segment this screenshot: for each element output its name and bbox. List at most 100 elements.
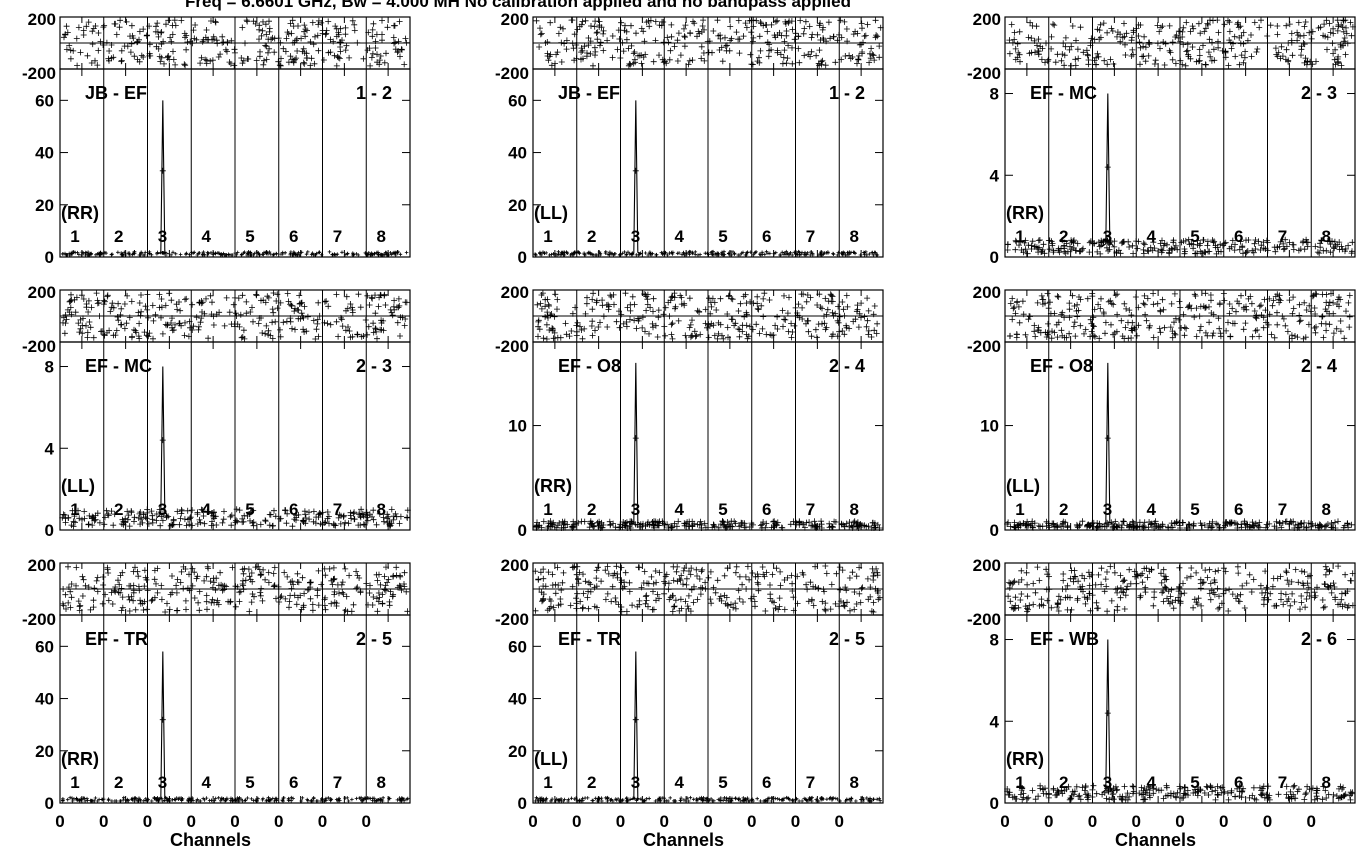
phase-tick-label: 200 xyxy=(28,556,56,575)
amp-point xyxy=(178,507,185,514)
phase-point xyxy=(1159,23,1166,30)
phase-point xyxy=(1196,57,1203,64)
phase-point xyxy=(1154,300,1161,307)
phase-point xyxy=(93,577,100,584)
phase-point xyxy=(1278,43,1285,50)
phase-point xyxy=(1045,56,1052,63)
phase-point xyxy=(150,317,157,324)
phase-point xyxy=(1340,28,1347,35)
amp-point xyxy=(1194,250,1201,257)
phase-point xyxy=(729,296,736,303)
phase-point xyxy=(551,313,558,320)
phase-point xyxy=(558,587,565,594)
phase-point xyxy=(1209,332,1216,339)
phase-point xyxy=(1193,305,1200,312)
phase-point xyxy=(91,585,98,592)
phase-point xyxy=(121,301,128,307)
amp-point xyxy=(1140,246,1147,253)
amp-point xyxy=(356,253,361,257)
phase-point xyxy=(113,31,120,38)
phase-point xyxy=(1026,50,1033,57)
phase-point xyxy=(702,579,709,586)
phase-point xyxy=(615,27,622,34)
phase-point xyxy=(675,317,682,324)
phase-point xyxy=(1151,61,1158,67)
phase-point xyxy=(622,290,629,297)
amp-point xyxy=(1262,246,1269,252)
phase-point xyxy=(864,317,871,324)
phase-point xyxy=(1091,57,1098,64)
amp-tick-label: 20 xyxy=(508,742,527,761)
phase-point xyxy=(642,593,649,600)
phase-point xyxy=(76,329,83,336)
phase-point xyxy=(867,55,874,62)
amp-point xyxy=(183,522,190,529)
phase-point xyxy=(733,563,740,570)
baseline-label: EF - O8 xyxy=(1030,356,1093,376)
if-label: 4 xyxy=(202,773,212,792)
phase-point xyxy=(584,50,590,56)
phase-point xyxy=(339,323,346,330)
phase-point xyxy=(1047,299,1053,306)
phase-point xyxy=(1341,35,1348,41)
phase-point xyxy=(652,568,659,574)
phase-point xyxy=(1330,30,1337,37)
phase-point xyxy=(127,582,134,589)
phase-point xyxy=(578,56,584,63)
phase-point xyxy=(750,23,757,30)
phase-point xyxy=(74,62,81,69)
phase-point xyxy=(87,606,94,613)
phase-point xyxy=(586,579,592,586)
phase-point xyxy=(324,320,331,327)
amp-point xyxy=(588,250,592,255)
phase-point xyxy=(327,321,334,328)
phase-point xyxy=(118,305,125,312)
amp-point xyxy=(104,511,111,517)
amp-point xyxy=(572,251,576,255)
phase-point xyxy=(168,38,175,45)
phase-point xyxy=(783,60,790,67)
phase-point xyxy=(773,565,780,572)
phase-point xyxy=(755,306,762,313)
phase-point xyxy=(821,606,828,613)
phase-point xyxy=(583,300,590,307)
phase-point xyxy=(630,50,637,57)
amp-point xyxy=(620,251,625,256)
amp-point xyxy=(283,520,290,527)
phase-point xyxy=(210,322,217,328)
phase-point xyxy=(298,35,305,42)
phase-point xyxy=(855,56,862,63)
phase-point xyxy=(327,49,334,56)
amp-point xyxy=(805,251,810,255)
phase-point xyxy=(1214,17,1221,24)
phase-point xyxy=(736,333,743,340)
amp-point xyxy=(61,252,65,256)
phase-point xyxy=(238,334,245,341)
phase-point xyxy=(777,582,784,589)
phase-point xyxy=(223,294,230,301)
phase-point xyxy=(77,602,84,609)
phase-point xyxy=(656,569,663,576)
phase-point xyxy=(293,37,299,44)
amp-point xyxy=(1070,239,1077,246)
phase-point xyxy=(759,325,766,332)
phase-point xyxy=(1062,43,1069,50)
amp-point xyxy=(858,253,863,257)
phase-point xyxy=(1140,43,1147,50)
phase-point xyxy=(384,24,391,31)
amp-tick-label: 4 xyxy=(990,166,1000,185)
phase-point xyxy=(641,568,648,575)
amp-point xyxy=(609,251,613,256)
phase-point xyxy=(170,56,177,63)
amp-point xyxy=(1071,237,1077,244)
phase-point xyxy=(1256,24,1263,31)
phase-point xyxy=(1324,46,1330,53)
phase-point xyxy=(103,39,110,46)
phase-point xyxy=(318,19,325,26)
phase-point xyxy=(640,28,647,35)
phase-point xyxy=(669,320,676,327)
phase-point xyxy=(1050,21,1056,28)
phase-point xyxy=(1135,33,1142,39)
phase-point xyxy=(1290,305,1297,312)
phase-point xyxy=(1133,25,1140,32)
